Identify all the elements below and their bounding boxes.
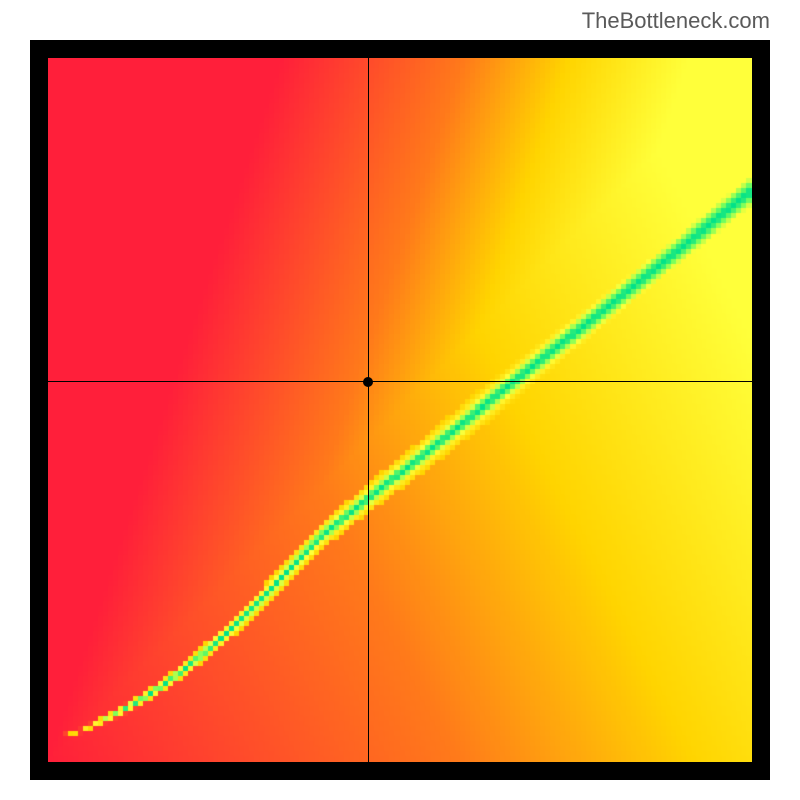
watermark-text: TheBottleneck.com (582, 8, 770, 34)
heatmap-plot-area (48, 58, 752, 762)
crosshair-vertical (368, 58, 369, 762)
bottleneck-chart-container: TheBottleneck.com (0, 0, 800, 800)
heatmap-canvas (48, 58, 752, 762)
crosshair-horizontal (48, 381, 752, 382)
